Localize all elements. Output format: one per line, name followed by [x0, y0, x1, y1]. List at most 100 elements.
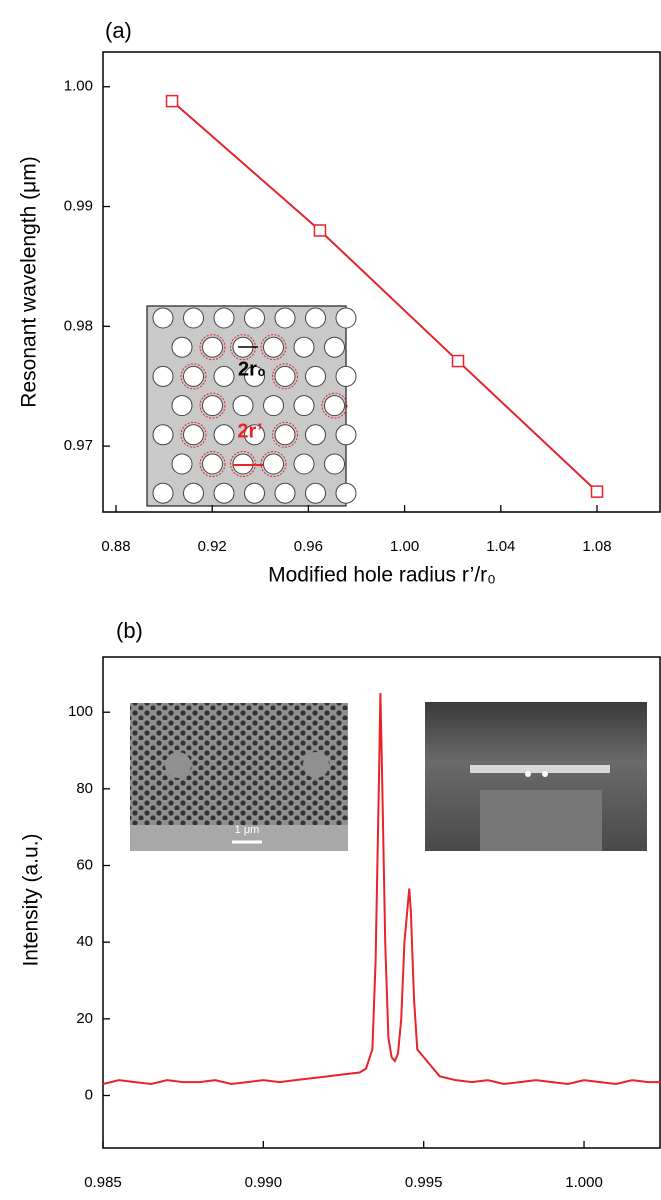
modified-hole [199, 392, 226, 419]
hole [293, 453, 315, 475]
hole [335, 307, 357, 329]
hole [152, 482, 174, 504]
hole [183, 482, 204, 504]
x-tick-label: 0.96 [294, 538, 323, 555]
hole [335, 424, 357, 446]
y-tick-label: 60 [76, 856, 93, 873]
y-tick-label: 100 [68, 703, 93, 720]
y-axis-label: Resonant wavelength (μm) [18, 156, 41, 407]
x-tick-label: 0.88 [101, 538, 130, 555]
hole [202, 336, 223, 358]
hole [263, 395, 284, 417]
sem-inset: 1 μm [130, 703, 348, 851]
plot-frame [102, 51, 661, 513]
hole [293, 395, 315, 417]
hole [305, 424, 326, 446]
spot [525, 771, 531, 777]
hole [274, 424, 296, 446]
hole [152, 307, 174, 329]
data-marker [313, 224, 327, 237]
x-tick-label: 1.00 [390, 538, 419, 555]
modified-hole [272, 421, 298, 448]
annotation: 2r’ [237, 420, 262, 442]
lattice-inset: 2r₀ 2r’ [146, 305, 357, 507]
data-line [102, 693, 661, 1086]
y-tick-label: 1.00 [64, 78, 93, 95]
hole [183, 307, 204, 329]
panel-label: (a) [105, 18, 132, 43]
panel-label: (b) [116, 618, 143, 643]
hole [152, 424, 174, 446]
x-tick-label: 0.985 [84, 1174, 122, 1191]
hole [171, 395, 193, 417]
hole [213, 482, 235, 504]
y-tick-label: 40 [76, 933, 93, 950]
hole [305, 365, 326, 387]
hole [324, 395, 345, 417]
data-marker [451, 354, 465, 368]
hole [171, 336, 193, 358]
hole [274, 482, 296, 504]
cavity [303, 752, 329, 778]
hole [183, 365, 204, 387]
modified-hole [199, 334, 226, 361]
hole [324, 336, 345, 358]
hole [183, 424, 204, 446]
hole [213, 307, 235, 329]
hole [263, 453, 284, 475]
hole [244, 365, 265, 387]
modified-hole [180, 421, 207, 448]
x-tick-label: 0.995 [405, 1174, 443, 1191]
hole [244, 424, 265, 446]
y-tick-label: 0.99 [64, 198, 93, 215]
cavity [165, 752, 191, 778]
hole [232, 395, 254, 417]
annotation: 2r₀ [238, 358, 266, 380]
hole [244, 482, 265, 504]
camera-inset [425, 702, 647, 851]
y-tick-label: 0.97 [64, 437, 93, 454]
y-axis-label: Intensity (a.u.) [20, 833, 43, 966]
x-tick-label: 0.990 [245, 1174, 283, 1191]
modified-hole [180, 363, 207, 390]
hole [305, 482, 326, 504]
hole [202, 395, 223, 417]
pillar [480, 790, 602, 851]
plot-frame [102, 656, 661, 1149]
hole [274, 365, 296, 387]
hole [293, 336, 315, 358]
hole [171, 453, 193, 475]
x-tick-label: 1.04 [486, 538, 515, 555]
bright-edge [470, 765, 610, 773]
y-tick-label: 20 [76, 1010, 93, 1027]
modified-hole [321, 392, 348, 419]
hole [213, 365, 235, 387]
modified-hole [272, 363, 298, 390]
y-tick-label: 0 [85, 1086, 93, 1103]
hole [152, 365, 174, 387]
data-marker [165, 94, 179, 108]
hole [274, 307, 296, 329]
spot [542, 771, 548, 777]
data-marker [590, 485, 604, 498]
x-tick-label: 1.000 [565, 1174, 603, 1191]
x-tick-label: 0.92 [198, 538, 227, 555]
hole [305, 307, 326, 329]
y-tick-label: 0.98 [64, 317, 93, 334]
hole [335, 482, 357, 504]
x-tick-label: 1.08 [582, 538, 611, 555]
modified-hole [199, 451, 226, 477]
data-line [171, 100, 598, 493]
y-tick-label: 80 [76, 780, 93, 797]
hole [263, 336, 284, 358]
x-axis-label: Modified hole radius r’/r₀ [268, 564, 496, 587]
sem-substrate [130, 825, 348, 851]
modified-hole [260, 334, 287, 361]
hole [213, 424, 235, 446]
hole [324, 453, 345, 475]
hole [335, 365, 357, 387]
hole [202, 453, 223, 475]
scale-label: 1 μm [235, 824, 260, 836]
hole [244, 307, 265, 329]
